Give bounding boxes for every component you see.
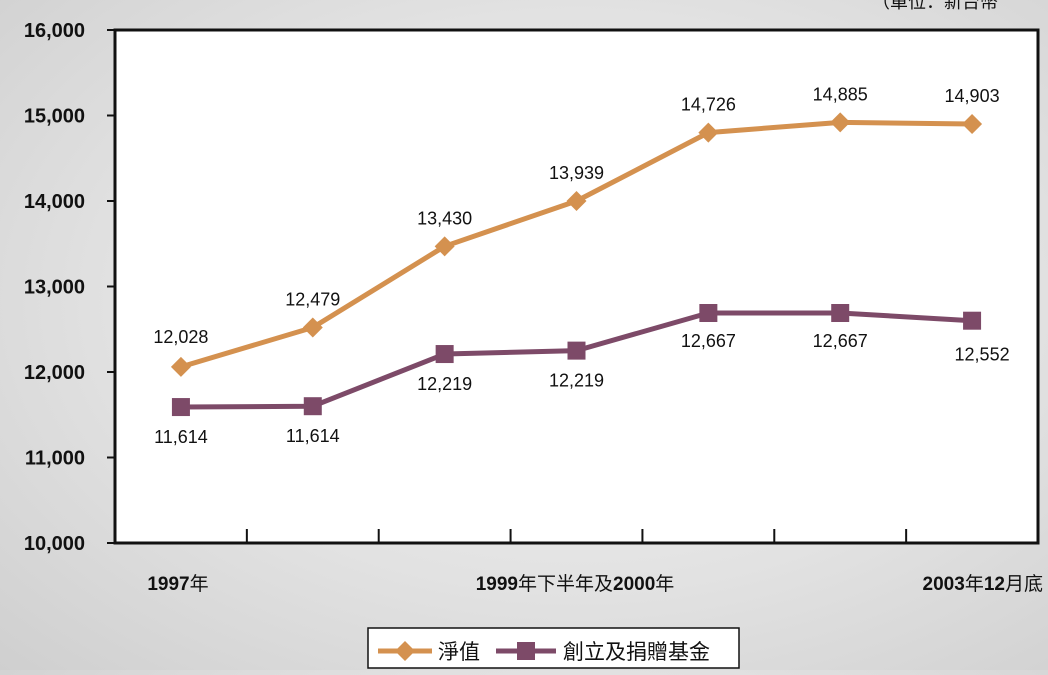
x-category-label: 1997年 bbox=[147, 573, 208, 595]
data-label: 12,219 bbox=[417, 374, 472, 394]
data-label: 14,726 bbox=[681, 95, 736, 115]
data-label: 14,903 bbox=[945, 86, 1000, 106]
data-point-square bbox=[435, 345, 454, 364]
data-point-diamond bbox=[434, 236, 455, 257]
y-tick-label: 11,000 bbox=[25, 448, 85, 470]
data-label: 11,614 bbox=[286, 426, 340, 446]
data-label: 12,219 bbox=[549, 371, 604, 391]
y-tick-label: 13,000 bbox=[24, 277, 85, 299]
data-point-diamond bbox=[962, 114, 983, 135]
legend: 淨值 創立及捐贈基金 bbox=[367, 627, 740, 669]
legend-marker-diamond bbox=[395, 641, 415, 661]
data-label: 14,885 bbox=[813, 84, 868, 104]
data-point-diamond bbox=[566, 191, 587, 211]
plot-frame bbox=[113, 28, 1040, 545]
data-point-diamond bbox=[302, 317, 323, 338]
data-point-square bbox=[171, 398, 190, 417]
legend-label: 淨值 bbox=[438, 641, 480, 664]
x-category-label: 2003年12月底 bbox=[923, 573, 1043, 595]
y-tick-label: 10,000 bbox=[24, 533, 85, 555]
data-point-diamond bbox=[170, 356, 191, 377]
data-point-square bbox=[963, 311, 982, 330]
data-label: 13,939 bbox=[549, 163, 604, 183]
y-tick-label: 15,000 bbox=[24, 106, 85, 128]
data-label: 12,667 bbox=[681, 331, 736, 351]
legend-box bbox=[367, 627, 740, 669]
y-tick-label: 14,000 bbox=[24, 191, 85, 213]
legend-label: 創立及捐贈基金 bbox=[563, 641, 710, 664]
data-label: 11,614 bbox=[154, 427, 208, 447]
unit-note: （單位：新台幣 bbox=[872, 0, 998, 12]
data-label: 12,667 bbox=[813, 331, 868, 351]
x-category-label: 1999年下半年及2000年 bbox=[476, 573, 675, 595]
y-tick-label: 12,000 bbox=[24, 362, 85, 384]
data-label: 12,552 bbox=[955, 345, 1010, 365]
data-label: 13,430 bbox=[417, 208, 472, 228]
y-tick-label: 16,000 bbox=[24, 20, 85, 42]
data-point-square bbox=[699, 304, 718, 323]
data-point-square bbox=[831, 304, 850, 323]
data-label: 12,479 bbox=[285, 290, 340, 310]
data-point-diamond bbox=[830, 112, 851, 133]
data-point-square bbox=[303, 397, 322, 416]
legend-marker-square bbox=[517, 642, 535, 660]
data-point-diamond bbox=[698, 122, 719, 143]
data-label: 12,028 bbox=[153, 327, 208, 347]
data-point-square bbox=[567, 341, 586, 360]
